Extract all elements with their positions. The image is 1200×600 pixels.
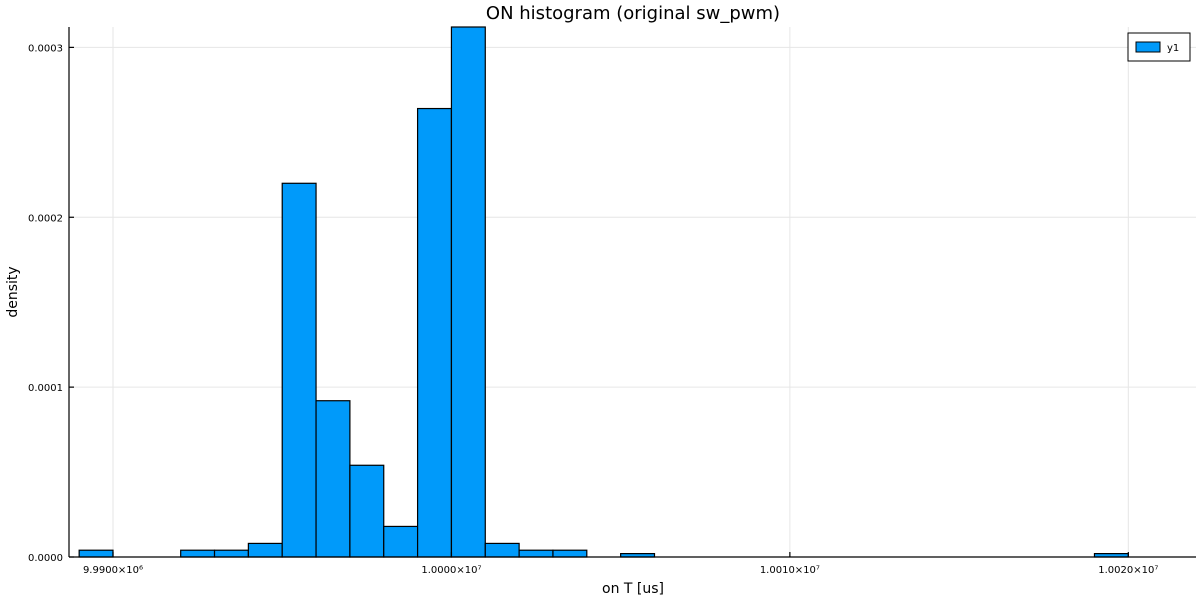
axes xyxy=(68,27,1196,558)
histogram-bar xyxy=(213,549,249,558)
y-tick-label: 0.0002 xyxy=(28,213,63,224)
histogram-bar xyxy=(180,549,216,558)
legend-label-y1: y1 xyxy=(1167,43,1179,54)
x-tick-label: 1.0000×10⁷ xyxy=(421,565,481,576)
histogram-bar xyxy=(484,542,520,558)
histogram-bar xyxy=(416,107,453,558)
x-axis-label: on T [us] xyxy=(602,581,664,597)
legend-swatch-y1 xyxy=(1135,41,1161,53)
x-tick-label: 1.0020×10⁷ xyxy=(1098,565,1158,576)
histogram-bar xyxy=(78,549,114,558)
y-tick-label: 0.0000 xyxy=(28,553,63,564)
x-tick-label: 9.9900×10⁶ xyxy=(83,565,143,576)
x-tick-label: 1.0010×10⁷ xyxy=(760,565,820,576)
histogram-bar xyxy=(552,549,588,558)
histogram-bars xyxy=(78,26,1129,558)
grid-lines xyxy=(69,27,1196,558)
y-tick-label: 0.0001 xyxy=(28,383,63,394)
histogram-bar xyxy=(450,26,486,558)
histogram-bar xyxy=(383,525,419,558)
y-tick-label: 0.0003 xyxy=(28,43,63,54)
histogram-bar xyxy=(349,464,385,558)
legend: y1 xyxy=(1127,32,1191,62)
histogram-bar xyxy=(315,400,351,558)
histogram-bar xyxy=(247,542,283,558)
histogram-bar xyxy=(518,549,554,558)
tick-labels: 9.9900×10⁶ 1.0000×10⁷ 1.0010×10⁷ 1.0020×10⁷… xyxy=(28,43,1158,576)
histogram-bar xyxy=(281,182,317,558)
y-axis-label: density xyxy=(5,266,21,317)
chart-title: ON histogram (original sw_pwm) xyxy=(486,3,780,24)
